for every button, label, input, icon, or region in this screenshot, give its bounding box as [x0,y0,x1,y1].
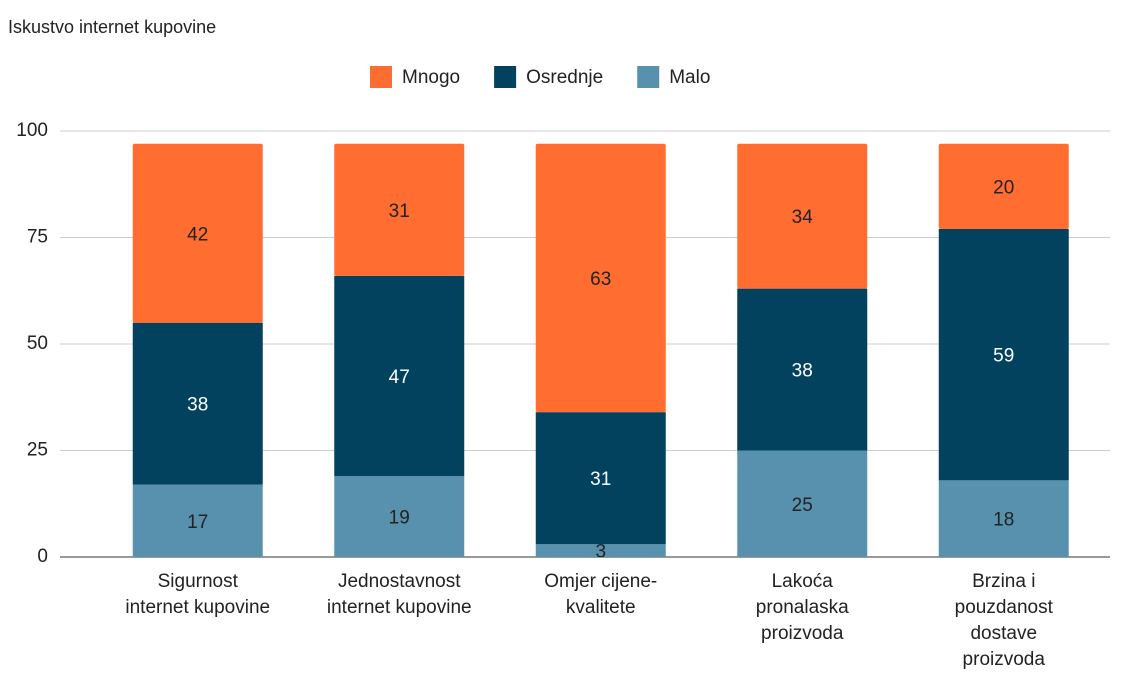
x-tick-label: Sigurnost internet kupovine [125,571,270,618]
bar-segment [938,228,1069,481]
data-label: 38 [792,361,813,382]
bar-segment [737,450,868,557]
y-tick-label: 100 [16,120,48,141]
x-tick-label: Jednostavnost internet kupovine [327,571,472,618]
data-label: 47 [389,367,410,388]
x-tick-label: Brzina i pouzdanost dostave proizvoda [955,571,1054,670]
data-label: 25 [792,495,813,516]
data-label: 38 [187,395,208,416]
y-tick-label: 75 [27,227,48,248]
data-label: 42 [187,224,208,245]
legend-label: Osrednje [526,67,603,88]
bar-segment [132,143,263,323]
data-label: 34 [792,207,814,228]
bar-segment [132,484,263,557]
legend-swatch [370,66,392,88]
bar-segment [535,412,666,545]
data-label: 3 [595,542,606,563]
bar-segment [535,544,666,557]
y-tick-label: 25 [27,440,48,461]
legend-swatch [494,66,517,88]
bar-segment [334,143,465,276]
bar-segment [132,322,263,485]
data-label: 31 [590,469,611,490]
bar-segment [737,288,868,451]
y-tick-label: 50 [27,333,48,354]
data-label: 63 [590,269,611,290]
bar-segment [938,480,1069,557]
bar-segment [334,275,465,477]
x-tick-label: Lakoća pronalaska proizvoda [756,571,849,644]
bar-segment [334,476,465,557]
data-label: 18 [993,510,1014,531]
bar-segment [535,143,666,413]
chart-title: Iskustvo internet kupovine [8,17,216,37]
bar-segment [737,143,868,289]
bar-segment [938,143,1069,229]
x-tick-label: Omjer cijene-kvalitete [544,571,657,618]
data-label: 17 [187,512,208,533]
data-label: 20 [993,177,1014,198]
legend-swatch [637,66,660,88]
y-tick-label: 0 [37,546,48,567]
data-label: 31 [389,201,410,222]
data-label: 59 [993,346,1014,367]
data-label: 19 [389,508,410,529]
legend-label: Mnogo [402,67,460,88]
legend-label: Malo [669,67,710,88]
